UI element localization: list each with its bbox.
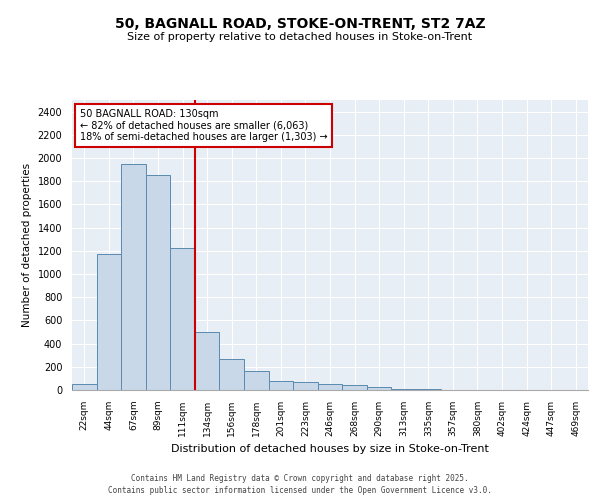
- Bar: [220, 358, 244, 390]
- Bar: [97, 254, 121, 390]
- Text: Size of property relative to detached houses in Stoke-on-Trent: Size of property relative to detached ho…: [127, 32, 473, 42]
- Bar: [391, 389, 416, 390]
- Bar: [170, 248, 195, 390]
- Bar: [318, 384, 342, 390]
- Bar: [342, 385, 367, 390]
- Text: 50 BAGNALL ROAD: 130sqm
← 82% of detached houses are smaller (6,063)
18% of semi: 50 BAGNALL ROAD: 130sqm ← 82% of detache…: [80, 108, 328, 142]
- Y-axis label: Number of detached properties: Number of detached properties: [22, 163, 32, 327]
- Bar: [269, 380, 293, 390]
- Bar: [121, 164, 146, 390]
- Bar: [293, 382, 318, 390]
- Bar: [244, 372, 269, 390]
- Bar: [146, 176, 170, 390]
- X-axis label: Distribution of detached houses by size in Stoke-on-Trent: Distribution of detached houses by size …: [171, 444, 489, 454]
- Text: Contains HM Land Registry data © Crown copyright and database right 2025.
Contai: Contains HM Land Registry data © Crown c…: [108, 474, 492, 495]
- Bar: [195, 332, 220, 390]
- Bar: [72, 384, 97, 390]
- Bar: [367, 387, 391, 390]
- Text: 50, BAGNALL ROAD, STOKE-ON-TRENT, ST2 7AZ: 50, BAGNALL ROAD, STOKE-ON-TRENT, ST2 7A…: [115, 18, 485, 32]
